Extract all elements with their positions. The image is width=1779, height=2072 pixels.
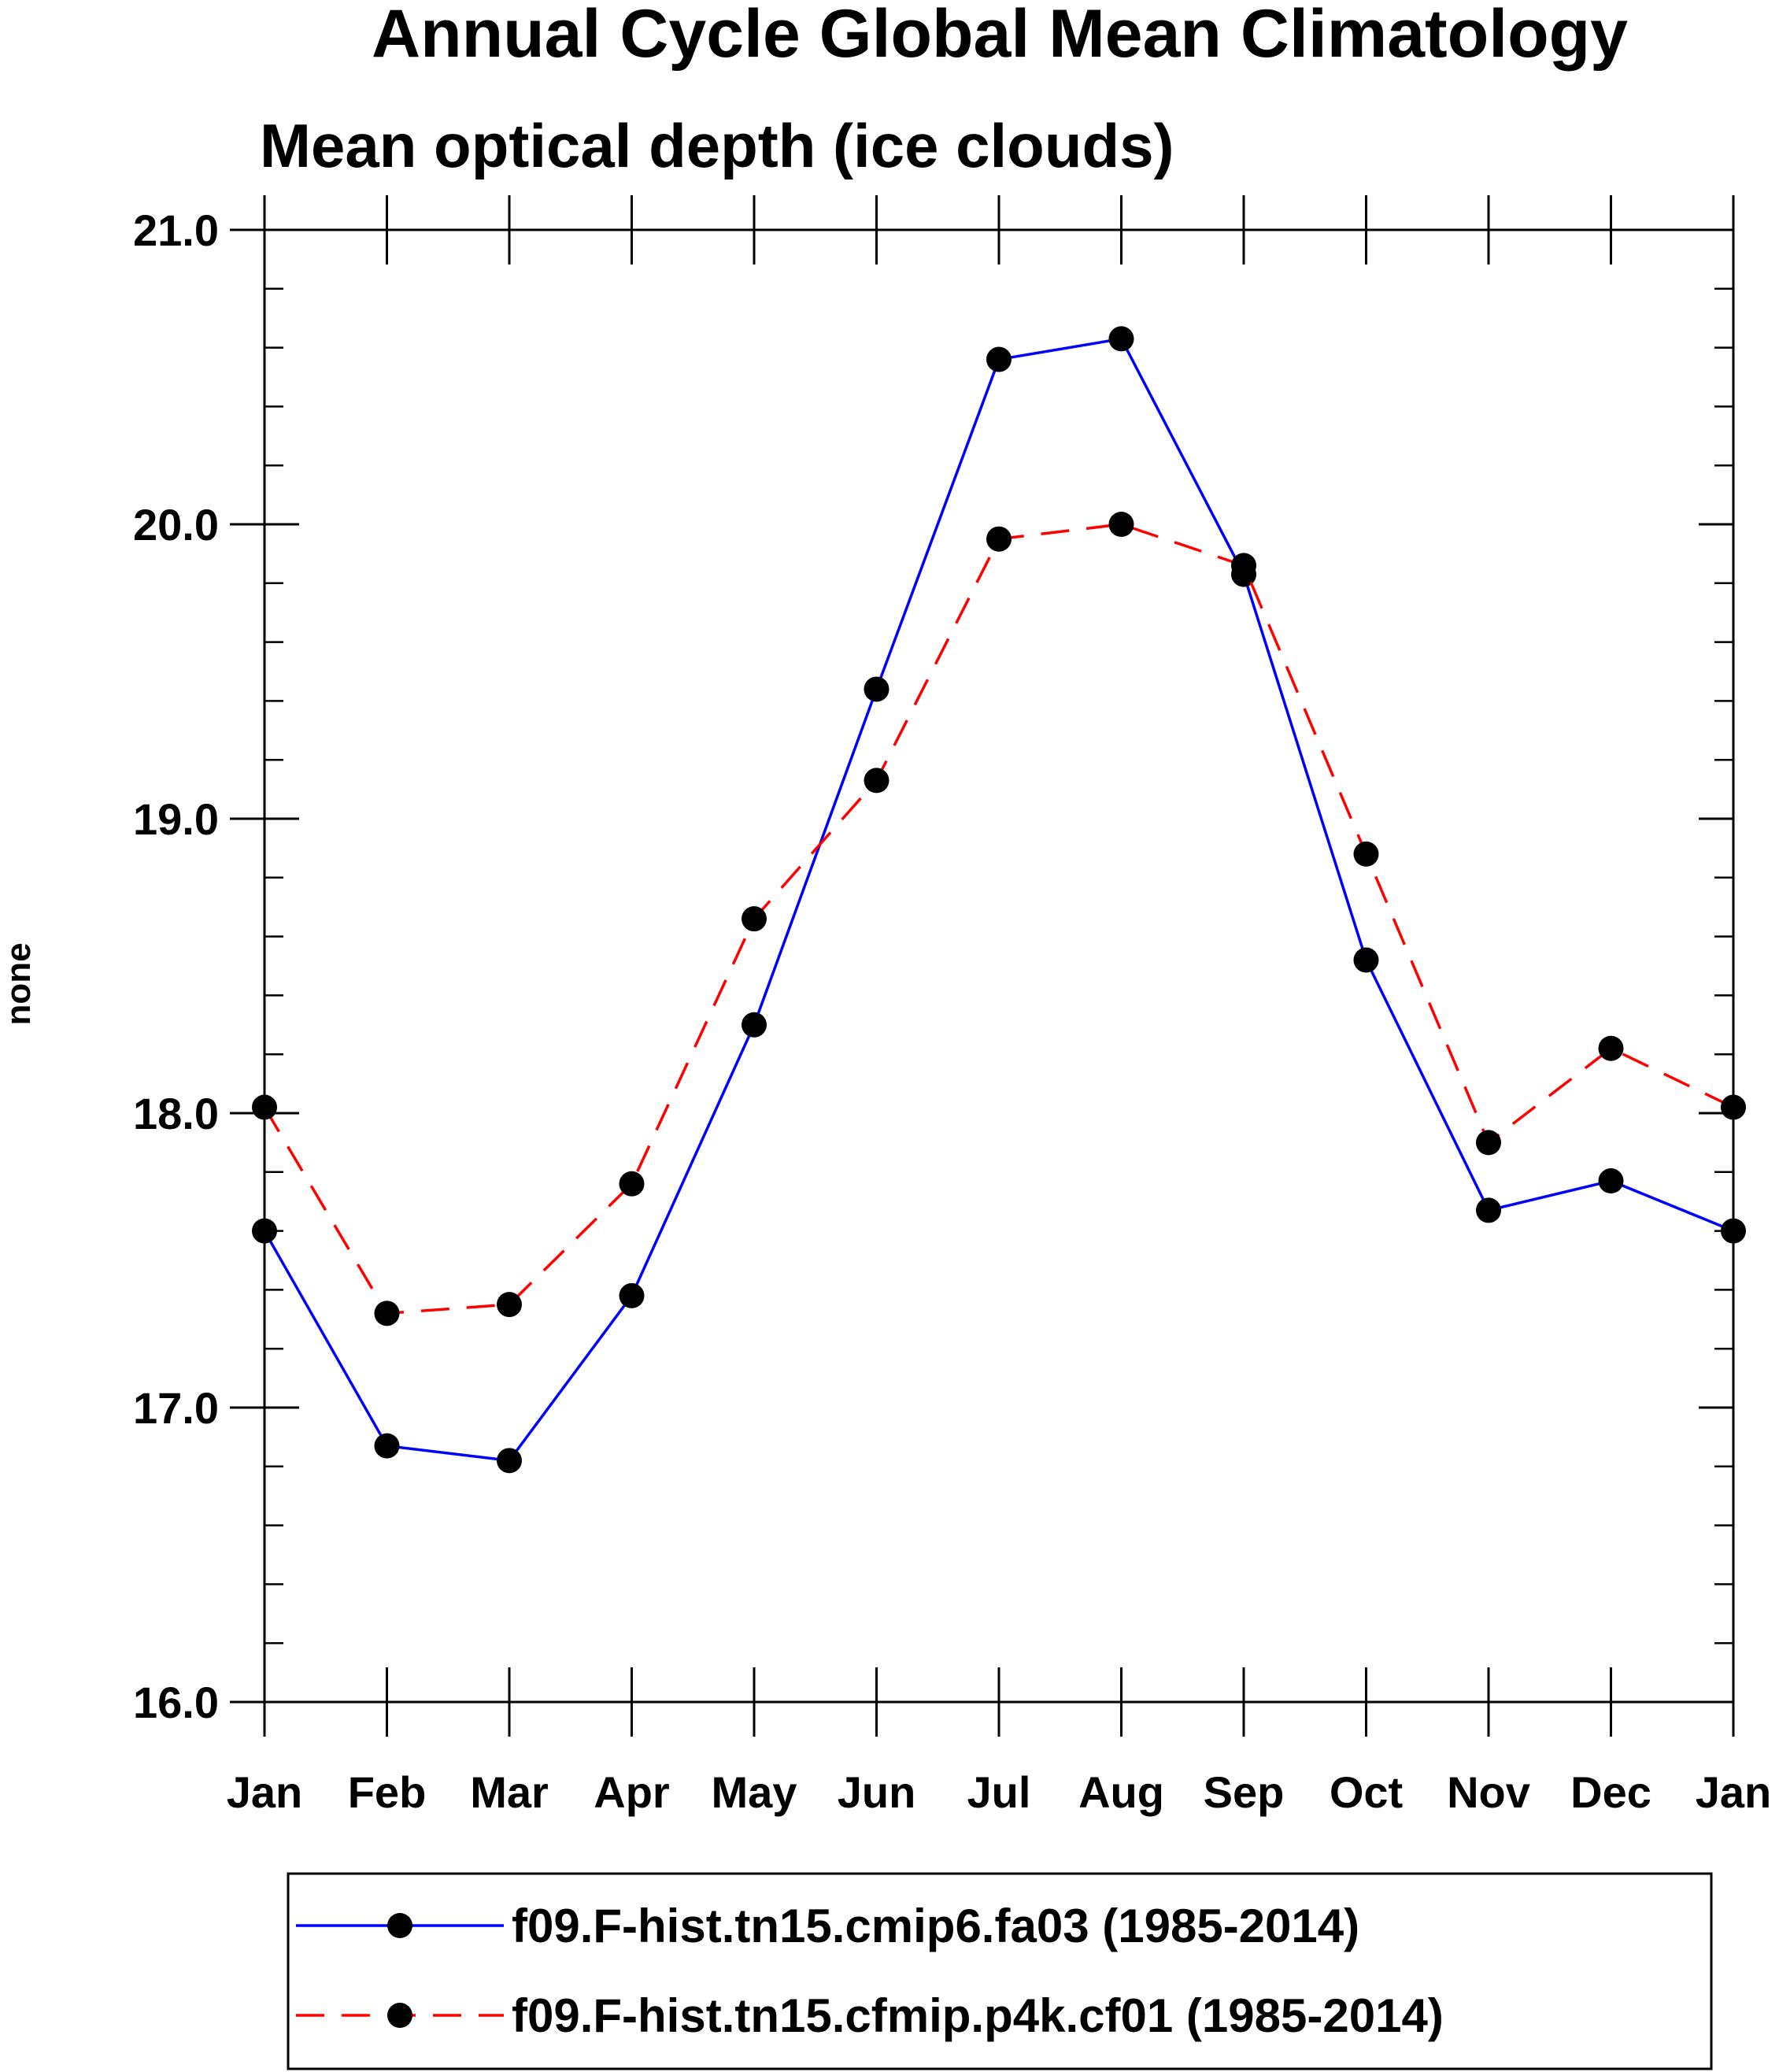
legend-box xyxy=(287,1872,1713,2070)
y-tick-label: 16.0 xyxy=(133,1678,219,1727)
data-point xyxy=(986,346,1012,372)
x-tick-label: Oct xyxy=(1330,1767,1403,1817)
data-point xyxy=(864,768,890,794)
data-point xyxy=(374,1433,400,1459)
plot-frame xyxy=(263,228,1735,1704)
legend-marker xyxy=(387,1913,412,1938)
data-point xyxy=(1353,947,1379,973)
x-tick-label: Dec xyxy=(1570,1767,1651,1817)
x-tick-label: Sep xyxy=(1204,1767,1285,1817)
legend-label: f09.F-hist.tn15.cfmip.p4k.cf01 (1985-201… xyxy=(512,1989,1444,2042)
data-point xyxy=(497,1448,522,1474)
data-point xyxy=(1353,841,1379,867)
data-point xyxy=(619,1282,645,1308)
data-point xyxy=(1598,1035,1624,1061)
axes: 16.0 17.0 18.0 19.0 20.0 21.0 Jan Feb Mar Apr May J… xyxy=(133,195,1771,1817)
data-point xyxy=(742,1012,767,1038)
series-layer xyxy=(252,326,1746,1474)
data-point xyxy=(1108,326,1134,352)
y-tick-label: 18.0 xyxy=(133,1089,219,1138)
y-tick-label: 20.0 xyxy=(133,500,219,549)
data-point xyxy=(1721,1218,1746,1244)
data-point xyxy=(1108,512,1134,537)
y-axis-label: none xyxy=(0,942,38,1025)
x-tick-label: Jul xyxy=(967,1767,1031,1817)
x-tick-label: Jun xyxy=(838,1767,916,1817)
data-point xyxy=(497,1292,522,1318)
chart-title: Annual Cycle Global Mean Climatology xyxy=(372,0,1628,72)
data-point xyxy=(252,1218,277,1244)
data-point xyxy=(1476,1197,1501,1223)
series-2 xyxy=(252,512,1746,1326)
chart-subtitle: Mean optical depth (ice clouds) xyxy=(260,111,1174,180)
data-point xyxy=(742,906,767,932)
legend: f09.F-hist.tn15.cmip6.fa03 (1985-2014) f0… xyxy=(287,1872,1713,2070)
legend-marker xyxy=(387,2003,412,2028)
data-point xyxy=(1598,1168,1624,1194)
legend-label: f09.F-hist.tn15.cmip6.fa03 (1985-2014) xyxy=(512,1900,1359,1952)
y-tick-label: 19.0 xyxy=(133,794,219,844)
y-tick-label: 17.0 xyxy=(133,1383,219,1433)
y-tick-label: 21.0 xyxy=(133,205,219,255)
x-tick-label: Jan xyxy=(1696,1767,1772,1817)
x-tick-label: Aug xyxy=(1078,1767,1164,1817)
data-point xyxy=(1476,1130,1501,1156)
x-tick-label: Nov xyxy=(1447,1767,1530,1817)
data-point xyxy=(986,526,1012,552)
x-tick-label: Feb xyxy=(348,1767,427,1817)
data-point xyxy=(1721,1094,1746,1120)
series-line xyxy=(263,523,1734,1315)
x-tick-label: Mar xyxy=(470,1767,549,1817)
data-point xyxy=(252,1094,277,1120)
x-tick-label: Apr xyxy=(594,1767,669,1817)
series-line xyxy=(263,337,1734,1463)
data-point xyxy=(374,1301,400,1326)
data-point xyxy=(1231,553,1256,579)
x-tick-label: Jan xyxy=(227,1767,303,1817)
series-1 xyxy=(252,326,1746,1474)
data-point xyxy=(619,1171,645,1197)
data-point xyxy=(864,676,890,702)
x-tick-label: May xyxy=(712,1767,797,1817)
